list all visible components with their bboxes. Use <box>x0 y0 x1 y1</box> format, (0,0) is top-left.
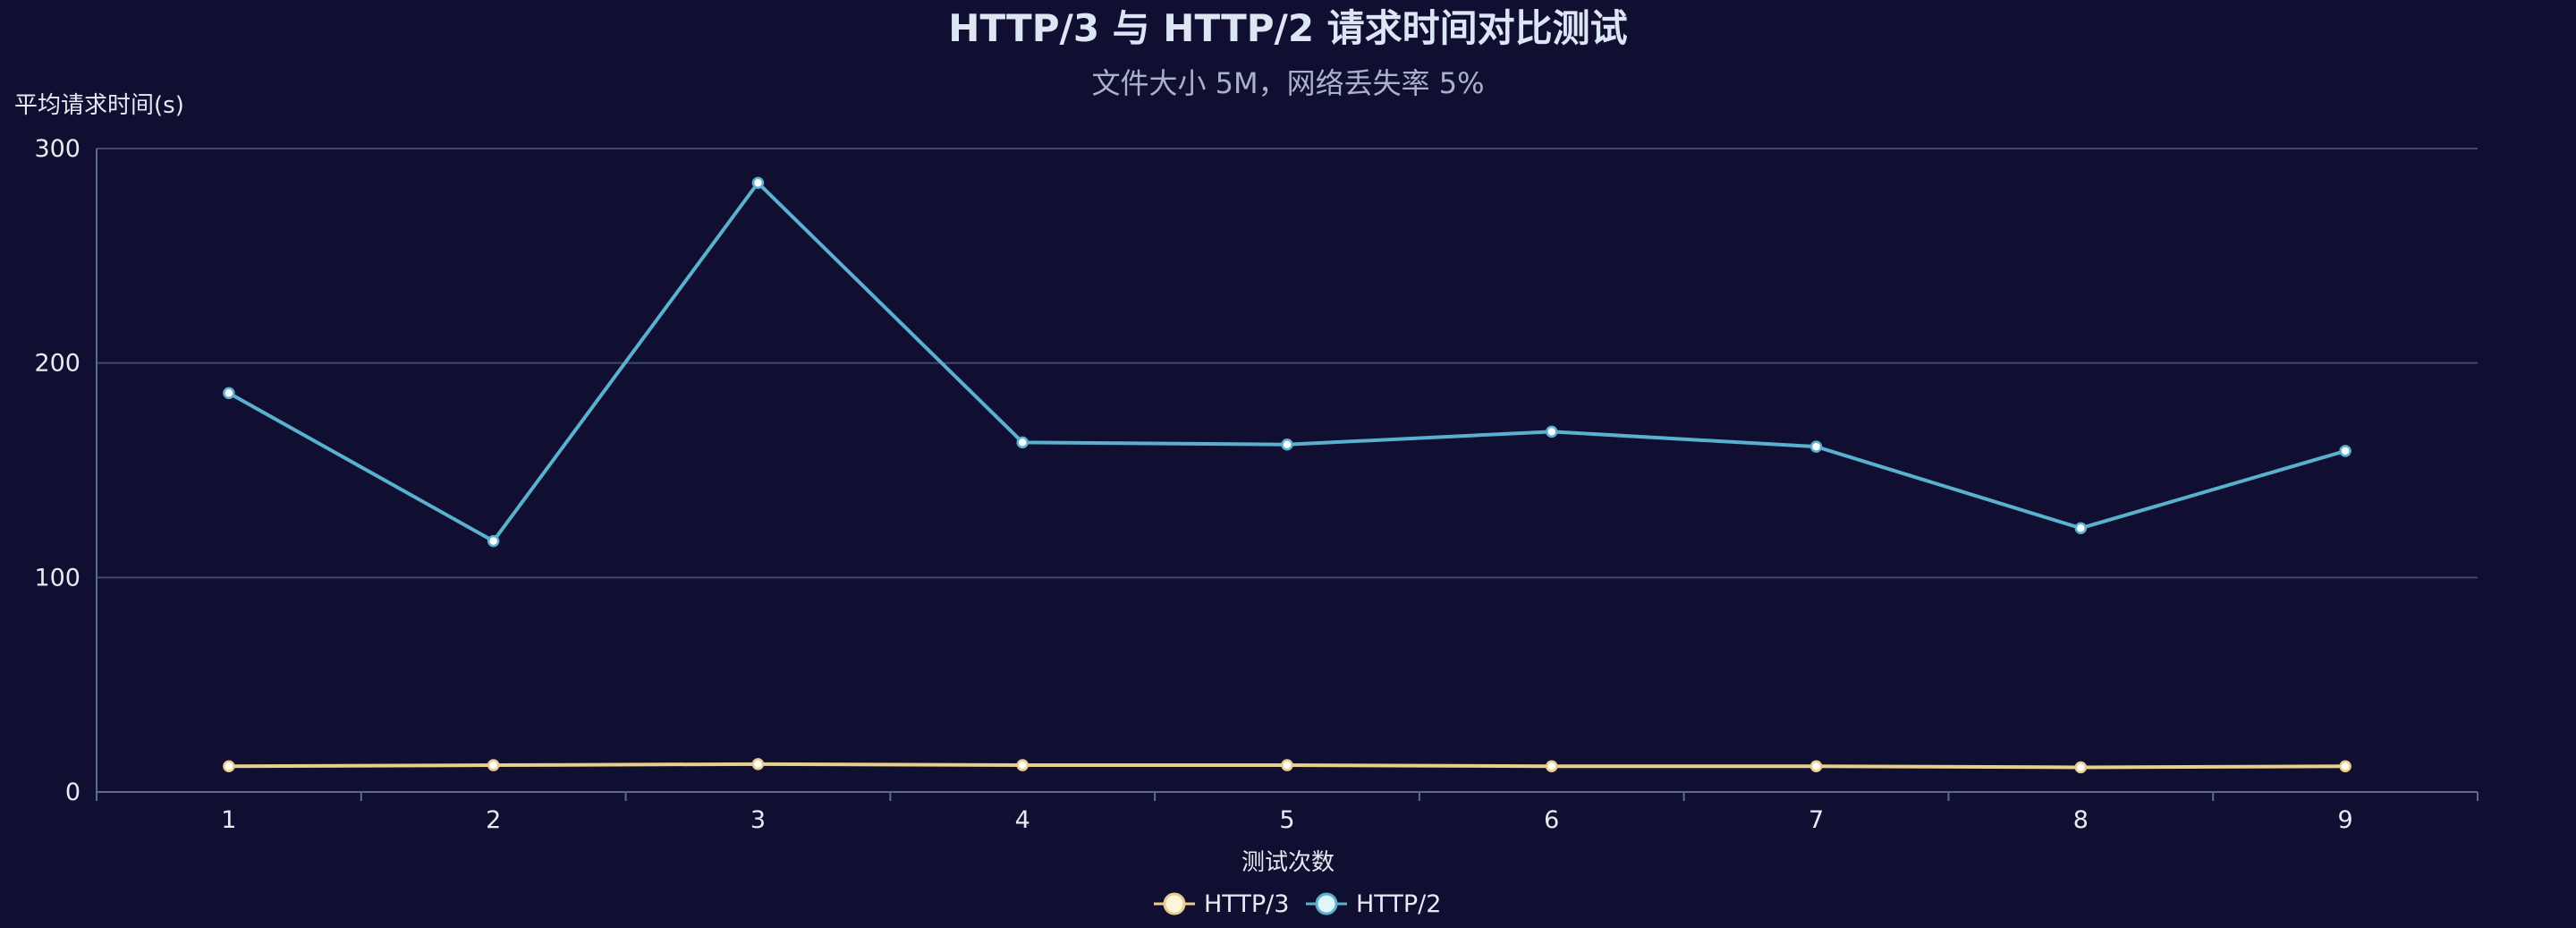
x-tick-label: 4 <box>1015 806 1030 834</box>
y-tick-label: 100 <box>34 564 80 592</box>
x-tick-label: 9 <box>2338 806 2353 834</box>
data-point[interactable] <box>1281 759 1293 771</box>
data-point[interactable] <box>751 176 765 190</box>
data-point[interactable] <box>487 759 500 771</box>
data-point[interactable] <box>751 758 765 770</box>
x-tick-label: 7 <box>1809 806 1824 834</box>
data-point[interactable] <box>223 760 235 772</box>
data-point[interactable] <box>1546 425 1558 438</box>
legend[interactable]: HTTP/3 HTTP/2 <box>1154 890 1441 918</box>
legend-label: HTTP/3 <box>1204 890 1289 918</box>
data-point[interactable] <box>2074 761 2088 774</box>
y-tick-label: 300 <box>34 135 80 163</box>
x-tick-label: 3 <box>750 806 766 834</box>
data-point[interactable] <box>2339 760 2351 772</box>
x-tick-label: 5 <box>1279 806 1294 834</box>
data-point[interactable] <box>1809 440 1823 453</box>
legend-label: HTTP/2 <box>1356 890 1441 918</box>
data-point[interactable] <box>1809 760 1823 772</box>
y-tick-label: 200 <box>34 350 80 378</box>
data-point[interactable] <box>2339 445 2351 457</box>
data-point[interactable] <box>1546 760 1558 772</box>
data-point[interactable] <box>487 534 500 548</box>
y-axis-label: 平均请求时间(s) <box>14 92 184 119</box>
legend-item[interactable]: HTTP/2 <box>1306 890 1441 918</box>
x-tick-label: 1 <box>221 806 236 834</box>
axes: 0 100 200 300 1 2 3 4 5 6 7 8 9 <box>34 135 2479 834</box>
chart-title: HTTP/3 与 HTTP/2 请求时间对比测试 <box>948 6 1627 50</box>
x-tick-label: 2 <box>486 806 501 834</box>
data-point[interactable] <box>1281 438 1293 451</box>
x-axis-label: 测试次数 <box>1241 849 1335 876</box>
legend-marker-icon <box>1163 892 1186 915</box>
x-tick-label: 6 <box>1544 806 1559 834</box>
data-point[interactable] <box>1016 759 1029 771</box>
y-tick-label: 0 <box>65 779 80 806</box>
x-tick-label: 8 <box>2073 806 2089 834</box>
grid-lines <box>97 148 2478 579</box>
data-point[interactable] <box>1016 436 1029 449</box>
legend-item[interactable]: HTTP/3 <box>1154 890 1289 918</box>
chart-subtitle: 文件大小 5M，网络丢失率 5% <box>1091 66 1484 100</box>
series-line-http2 <box>227 181 2346 543</box>
data-point[interactable] <box>223 387 235 399</box>
series <box>223 176 2351 774</box>
legend-marker-icon <box>1315 892 1338 915</box>
data-point[interactable] <box>2074 522 2088 534</box>
